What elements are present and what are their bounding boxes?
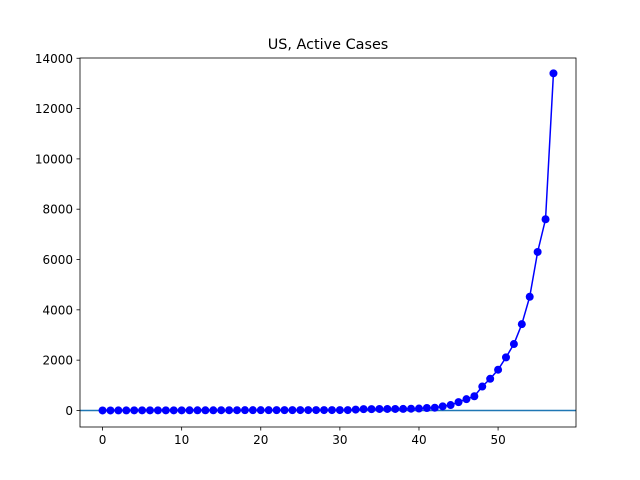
data-point bbox=[446, 401, 455, 410]
y-tick-label: 14000 bbox=[35, 52, 73, 66]
data-point bbox=[454, 398, 463, 407]
y-tick-label: 6000 bbox=[42, 253, 73, 267]
data-point bbox=[106, 406, 115, 415]
data-point bbox=[391, 404, 400, 413]
data-point bbox=[399, 404, 408, 413]
data-point bbox=[233, 406, 242, 415]
data-point bbox=[138, 406, 147, 415]
data-point bbox=[98, 406, 107, 415]
y-tick-label: 10000 bbox=[35, 152, 73, 166]
x-tick-label: 20 bbox=[253, 433, 268, 447]
y-tick-label: 8000 bbox=[42, 203, 73, 217]
data-point bbox=[209, 406, 218, 415]
data-point bbox=[422, 404, 431, 413]
x-tick-label: 10 bbox=[174, 433, 189, 447]
data-point bbox=[193, 406, 202, 415]
data-point bbox=[153, 406, 162, 415]
data-point bbox=[478, 382, 487, 391]
data-point bbox=[533, 247, 542, 256]
data-point bbox=[375, 404, 384, 413]
data-point bbox=[509, 340, 518, 349]
data-point bbox=[327, 406, 336, 415]
x-tick-label: 0 bbox=[99, 433, 107, 447]
data-point bbox=[312, 406, 321, 415]
data-point bbox=[114, 406, 123, 415]
data-point bbox=[486, 374, 495, 383]
data-point bbox=[217, 406, 226, 415]
data-point bbox=[407, 404, 416, 413]
x-tick-label: 40 bbox=[411, 433, 426, 447]
x-tick-label: 50 bbox=[490, 433, 505, 447]
y-tick-label: 12000 bbox=[35, 102, 73, 116]
data-point bbox=[248, 406, 257, 415]
data-point bbox=[430, 403, 439, 412]
data-point bbox=[272, 406, 281, 415]
chart-title: US, Active Cases bbox=[268, 37, 389, 53]
data-point bbox=[549, 69, 558, 78]
data-point bbox=[383, 404, 392, 413]
data-point bbox=[264, 406, 273, 415]
data-point bbox=[201, 406, 210, 415]
y-tick-label: 2000 bbox=[42, 354, 73, 368]
data-point bbox=[177, 406, 186, 415]
x-tick-label: 30 bbox=[332, 433, 347, 447]
data-point bbox=[122, 406, 131, 415]
data-point bbox=[517, 320, 526, 329]
y-tick-label: 0 bbox=[65, 404, 73, 418]
data-point bbox=[335, 406, 344, 415]
data-point bbox=[225, 406, 234, 415]
data-point bbox=[462, 395, 471, 404]
data-point bbox=[240, 406, 249, 415]
data-point bbox=[438, 402, 447, 411]
data-point bbox=[256, 406, 265, 415]
data-point bbox=[146, 406, 155, 415]
data-point bbox=[130, 406, 139, 415]
plot-frame bbox=[79, 57, 577, 428]
data-point bbox=[525, 292, 534, 301]
data-point bbox=[161, 406, 170, 415]
data-point bbox=[343, 406, 352, 415]
data-point bbox=[320, 406, 329, 415]
data-point bbox=[367, 405, 376, 414]
data-point bbox=[494, 365, 503, 374]
data-point bbox=[351, 405, 360, 414]
series-layer bbox=[80, 69, 576, 415]
data-point bbox=[470, 392, 479, 401]
data-point bbox=[288, 406, 297, 415]
data-point bbox=[296, 406, 305, 415]
axes-layer: 0 10 20 30 40 50 0 2000 4000 6000 8000 10000 12000 14… bbox=[35, 52, 577, 447]
data-point bbox=[541, 215, 550, 224]
data-point bbox=[501, 353, 510, 362]
data-point bbox=[169, 406, 178, 415]
data-point bbox=[304, 406, 313, 415]
y-tick-label: 4000 bbox=[42, 303, 73, 317]
data-point bbox=[185, 406, 194, 415]
data-point bbox=[359, 405, 368, 414]
data-point bbox=[280, 406, 289, 415]
data-point bbox=[414, 404, 423, 413]
